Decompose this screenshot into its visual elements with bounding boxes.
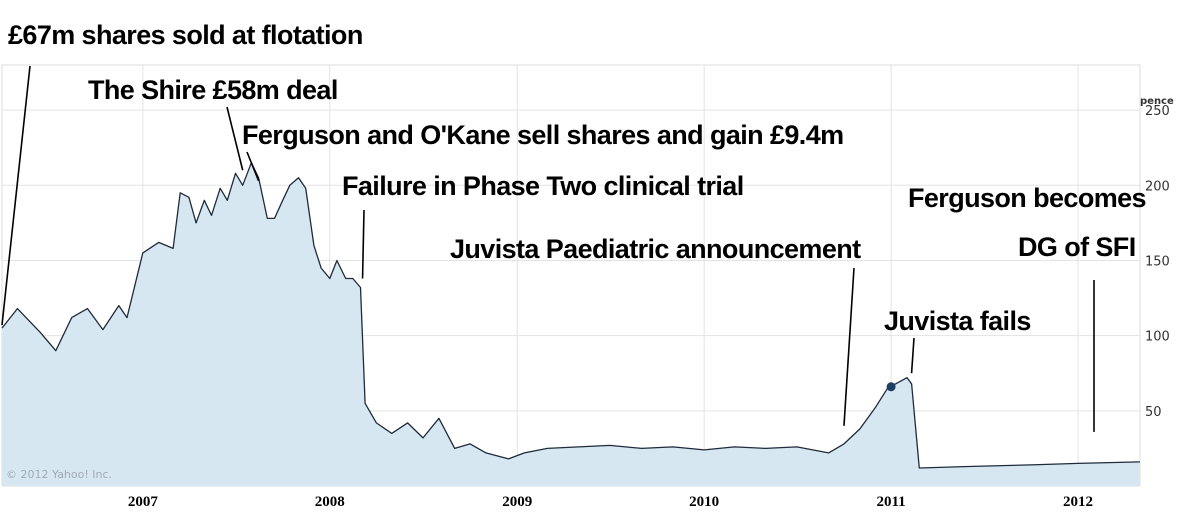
annotation-leader [1,65,31,326]
annotation-leader [226,106,244,171]
annotation-leader [843,267,855,426]
price-area [2,162,1140,486]
y-tick-label: 50 [1145,405,1162,420]
annotations: £67m shares sold at flotation The Shire £… [1,20,1147,432]
annotation-label: £67m shares sold at flotation [8,20,363,50]
annotation-label: Failure in Phase Two clinical trial [342,171,744,201]
y-tick-label: 200 [1145,179,1170,194]
annotation-leader [910,337,915,374]
price-line [1,162,1141,469]
x-axis: 2007 2008 2009 2010 2011 2012 [128,494,1093,510]
annotation-label: Ferguson becomes [908,183,1146,213]
y-axis: 50 100 150 200 250 [1145,104,1170,420]
x-tick-label: 2012 [1063,494,1093,510]
annotation-label: The Shire £58m deal [88,75,338,105]
y-tick-label: 250 [1145,104,1170,119]
x-tick-label: 2011 [877,494,906,510]
annotation-label: Juvista Paediatric announcement [450,234,861,264]
y-axis-unit-label: pence [1140,96,1174,107]
annotation-label: Ferguson and O'Kane sell shares and gain… [242,120,844,150]
annotation-leader [361,209,365,279]
y-tick-label: 100 [1145,330,1170,345]
annotation-leader [246,151,260,182]
x-tick-label: 2007 [128,494,159,510]
x-tick-label: 2008 [315,494,345,510]
price-marker [886,382,896,392]
annotation-label: DG of SFI [1018,232,1136,262]
chart-credit: © 2012 Yahoo! Inc. [6,468,112,481]
plot-area [1,64,1141,487]
y-tick-label: 150 [1145,254,1170,269]
x-tick-label: 2010 [689,494,719,510]
annotation-label: Juvista fails [884,306,1031,336]
x-tick-label: 2009 [502,494,532,510]
